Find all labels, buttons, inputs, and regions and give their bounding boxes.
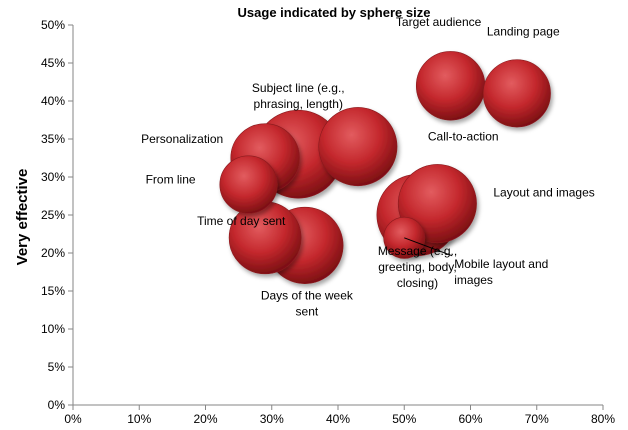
chart-title: Usage indicated by sphere size (238, 5, 431, 20)
axes: 0% 5% 10% 15% 20% 25% 30% 35% 40% 45% 50% 0% 10% 20% 3… (41, 18, 615, 426)
x-tick-label: 30% (260, 412, 284, 426)
x-tick-label: 10% (127, 412, 151, 426)
mobile-label-leader-line (404, 237, 453, 257)
y-tick-label: 40% (41, 94, 65, 108)
x-tick-label: 60% (458, 412, 482, 426)
bubbles-layer (219, 51, 551, 284)
bubble-labels-layer: Subject line (e.g., phrasing, length) Call… (141, 15, 595, 319)
y-axis-label: Very effective (14, 169, 31, 266)
x-tick-label: 80% (591, 412, 615, 426)
bubble-label-subject-line-e-g-phrasing-length: Subject line (e.g., phrasing, length) (252, 81, 345, 111)
bubble-landing-page (482, 59, 551, 128)
x-tick-label: 50% (392, 412, 416, 426)
bubble-call-to-action (318, 107, 398, 187)
y-tick-label: 30% (41, 170, 65, 184)
bubble-time-of-day-sent (228, 201, 302, 275)
bubble-label-from-line: From line (146, 173, 196, 187)
bubble-label-landing-page: Landing page (487, 24, 560, 38)
bubble-mobile-layout-and-images (383, 216, 426, 259)
y-tick-label: 10% (41, 322, 65, 336)
bubble-label-days-of-the-week-sent: Days of the week sent (261, 288, 354, 318)
x-tick-label: 20% (193, 412, 217, 426)
bubble-from-line (219, 155, 278, 214)
bubble-label-personalization: Personalization (141, 132, 223, 146)
bubble-label-message-e-g-greeting-body-closing: Message (e.g., greeting, body, closing) (378, 244, 457, 290)
bubble-target-audience (415, 51, 486, 121)
bubble-label-target-audience: Target audience (396, 15, 482, 29)
bubble-label-time-of-day-sent: Time of day sent (197, 214, 286, 228)
y-tick-label: 15% (41, 284, 65, 298)
x-tick-label: 70% (525, 412, 549, 426)
y-tick-label: 20% (41, 246, 65, 260)
y-tick-label: 5% (48, 360, 66, 374)
bubble-label-layout-and-images: Layout and images (493, 186, 594, 200)
y-tick-label: 50% (41, 18, 65, 32)
y-tick-label: 45% (41, 56, 65, 70)
bubble-label-call-to-action: Call-to-action (428, 130, 499, 144)
y-tick-label: 35% (41, 132, 65, 146)
bubble-label-mobile-layout-and-images: Mobile layout and images (454, 257, 548, 287)
y-tick-label: 0% (48, 398, 66, 412)
x-tick-label: 0% (64, 412, 82, 426)
x-tick-label: 40% (326, 412, 350, 426)
y-tick-label: 25% (41, 208, 65, 222)
